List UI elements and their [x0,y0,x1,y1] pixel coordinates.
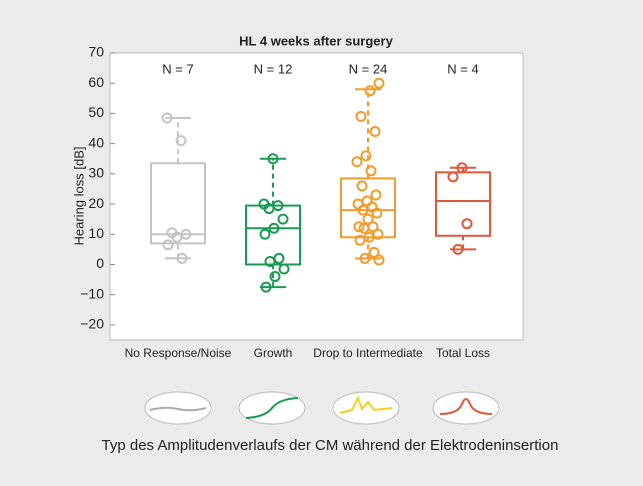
point [456,162,468,174]
point [373,77,385,89]
x-tick-label: Growth [254,346,293,360]
point [369,126,381,138]
point [360,150,372,162]
caption: Typ des Amplitudenverlaufs der CM währen… [102,437,559,454]
point [259,228,271,240]
chart-title: HL 4 weeks after surgery [239,33,393,48]
y-tick-label: 70 [88,44,104,60]
point [260,281,272,293]
point [370,189,382,201]
point [161,112,173,124]
point [356,180,368,192]
point [268,222,280,234]
point [264,255,276,267]
point [176,252,188,264]
point [355,110,367,122]
x-tick-label: Total Loss [436,346,490,360]
point [277,213,289,225]
y-tick-label: 40 [88,134,104,150]
y-tick-label: 30 [88,165,104,181]
point [447,171,459,183]
point [373,254,385,266]
y-tick-label: 10 [88,225,104,241]
y-tick-label: −10 [80,285,104,301]
point [175,135,187,147]
point [358,222,370,234]
n-label: N = 12 [254,61,293,76]
n-label: N = 4 [447,61,478,76]
point [359,252,371,264]
point [269,271,281,283]
box [150,162,206,245]
n-label: N = 24 [349,61,388,76]
point [278,263,290,275]
y-tick-label: 60 [88,74,104,90]
y-tick-label: 50 [88,104,104,120]
point [162,239,174,251]
point [368,246,380,258]
point [353,221,365,233]
point [171,231,183,243]
point [357,204,369,216]
point [354,234,366,246]
point [351,156,363,168]
point [365,165,377,177]
plot-area [109,52,524,341]
x-tick-label: Drop to Intermediate [313,346,423,360]
y-axis-label: Hearing loss [dB] [71,147,86,246]
n-label: N = 7 [162,61,193,76]
point [364,85,376,97]
y-tick-label: 0 [96,255,104,271]
point [461,218,473,230]
y-tick-label: 20 [88,195,104,211]
point [371,207,383,219]
point [362,213,374,225]
box [340,177,396,239]
x-tick-label: No Response/Noise [125,346,232,360]
y-tick-label: −20 [80,316,104,332]
point [452,243,464,255]
point [267,153,279,165]
icons [144,391,500,425]
point [263,203,275,215]
